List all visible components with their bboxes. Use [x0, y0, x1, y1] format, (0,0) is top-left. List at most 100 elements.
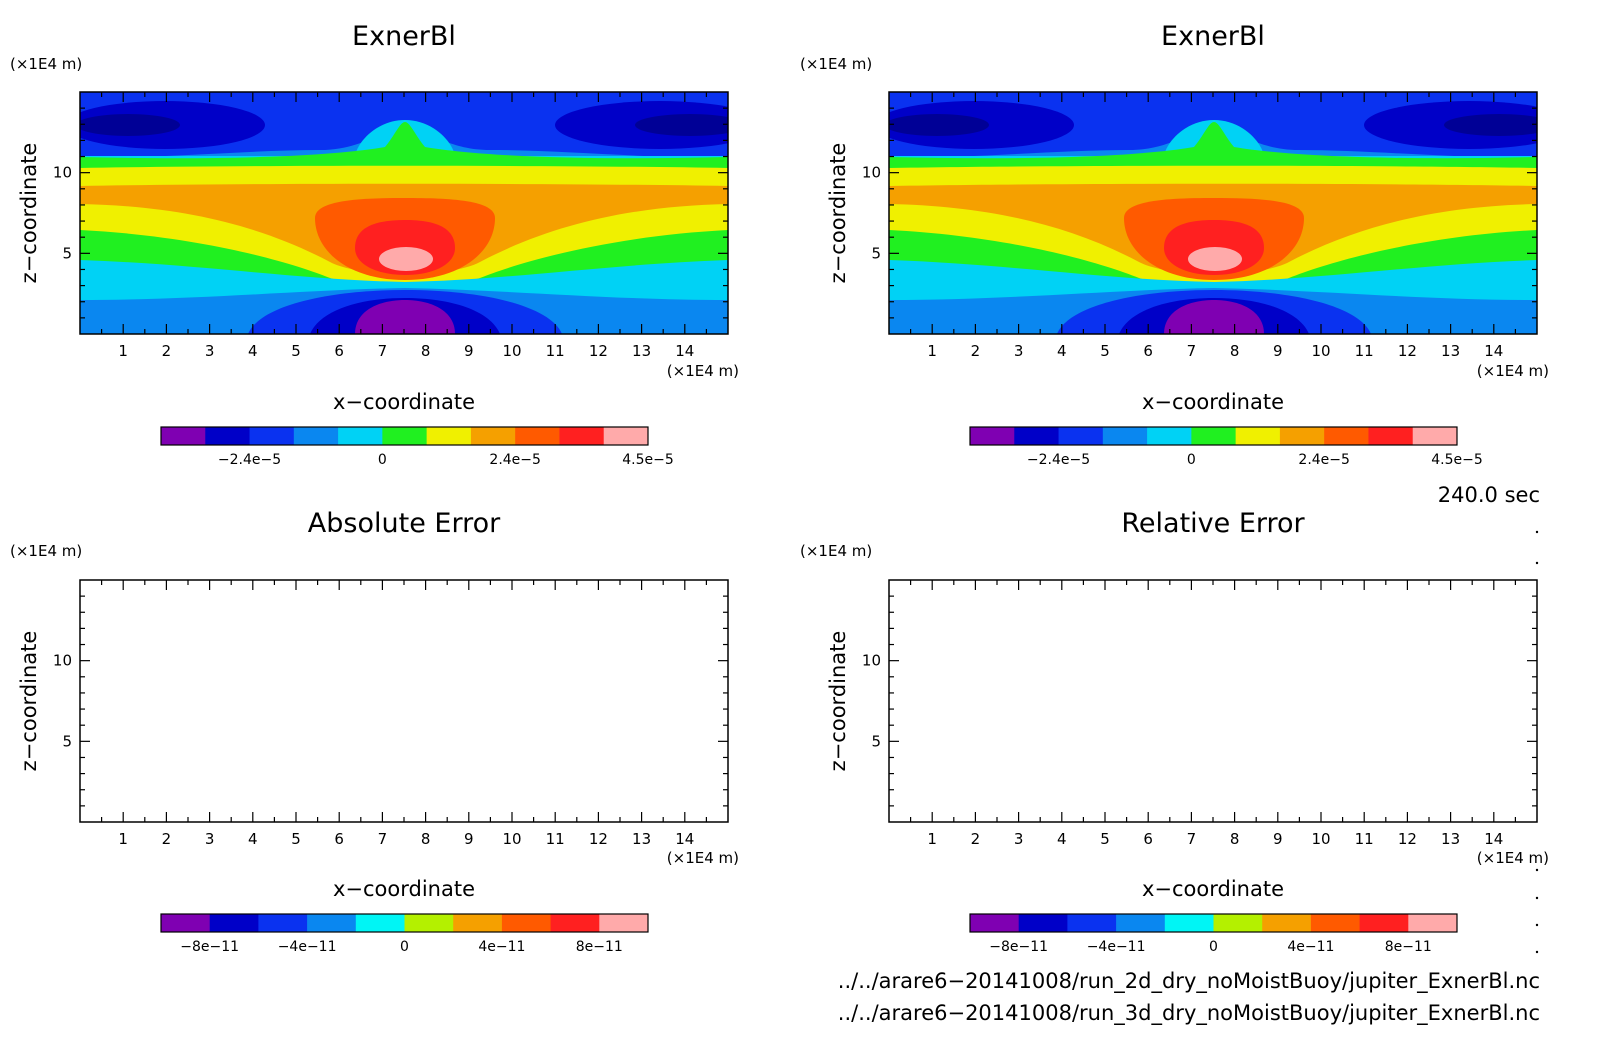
- x-unit-label: (×1E4 m): [667, 362, 739, 380]
- y-axis-label: z−coordinate: [17, 631, 41, 772]
- colorbar-label: 2.4e−5: [489, 452, 541, 468]
- colorbar-swatch: [599, 914, 649, 932]
- panel-title: Relative Error: [1121, 508, 1305, 539]
- colorbar-label: 8e−11: [1385, 939, 1432, 955]
- colorbar-swatch: [1014, 427, 1060, 445]
- x-tick-label: 5: [291, 342, 301, 360]
- colorbar: −8e−11 −4e−11 0 4e−11 8e−11: [160, 913, 649, 955]
- y-tick-label: 10: [53, 164, 72, 182]
- x-tick-label: 1: [927, 342, 937, 360]
- colorbar-label: −8e−11: [989, 939, 1048, 955]
- x-tick-label: 5: [1100, 830, 1110, 848]
- contour-band: [635, 114, 728, 136]
- y-axis-label: z−coordinate: [17, 143, 41, 284]
- colorbar-label: −4e−11: [1087, 939, 1146, 955]
- x-tick-label: 2: [971, 830, 981, 848]
- colorbar-swatch: [1262, 914, 1312, 932]
- x-tick-label: 14: [1484, 342, 1503, 360]
- colorbar-label: 2.4e−5: [1298, 452, 1350, 468]
- x-tick-label: 12: [1398, 342, 1417, 360]
- x-tick-label: 11: [546, 342, 565, 360]
- time-label: 240.0 sec: [1438, 483, 1540, 507]
- colorbar-swatch: [161, 914, 211, 932]
- contour-band: [379, 247, 433, 271]
- x-tick-label: 7: [1187, 342, 1197, 360]
- colorbar-frame: [160, 913, 649, 933]
- colorbar-swatch: [1102, 427, 1148, 445]
- contour-band: [355, 300, 455, 334]
- y-unit-label: (×1E4 m): [10, 542, 82, 560]
- panel-title: Absolute Error: [308, 508, 501, 539]
- colorbar-swatch: [258, 914, 308, 932]
- colorbar-swatch: [1058, 427, 1104, 445]
- dot: [1535, 950, 1539, 954]
- colorbar-label: 0: [1187, 452, 1196, 468]
- x-tick-label: 9: [464, 830, 474, 848]
- colorbar-swatch: [1116, 914, 1166, 932]
- x-tick-label: 8: [421, 342, 431, 360]
- colorbar-swatch: [1324, 427, 1369, 445]
- panel-title: ExnerBl: [1161, 21, 1265, 52]
- contour-field: [889, 92, 1537, 334]
- x-tick-label: 7: [378, 342, 388, 360]
- panel-title: ExnerBl: [352, 21, 456, 52]
- colorbar-frame: [969, 426, 1458, 446]
- colorbar-swatch: [293, 427, 339, 445]
- x-tick-label: 8: [421, 830, 431, 848]
- x-tick-label: 8: [1230, 830, 1240, 848]
- x-axis-label: x−coordinate: [1142, 877, 1284, 901]
- x-tick-label: 6: [334, 830, 344, 848]
- x-tick-label: 13: [1441, 830, 1460, 848]
- dot: [1535, 530, 1539, 534]
- x-tick-label: 11: [1355, 342, 1374, 360]
- colorbar-swatch: [426, 427, 472, 445]
- x-tick-label: 4: [1057, 342, 1067, 360]
- colorbar-label: 8e−11: [576, 939, 623, 955]
- colorbar-swatch: [1368, 427, 1414, 445]
- x-tick-label: 11: [1355, 830, 1374, 848]
- plot-frame: [888, 579, 1538, 823]
- colorbar-label: 0: [1209, 939, 1218, 955]
- colorbar-swatch: [338, 427, 383, 445]
- colorbar-swatch: [970, 427, 1015, 445]
- x-tick-label: 5: [291, 830, 301, 848]
- x-unit-label: (×1E4 m): [1477, 849, 1549, 867]
- colorbar-swatch: [1147, 427, 1192, 445]
- colorbar-label: 4e−11: [478, 939, 525, 955]
- y-tick-label: 10: [862, 164, 881, 182]
- y-axis-label: z−coordinate: [826, 631, 850, 772]
- colorbar-swatch: [1359, 914, 1409, 932]
- y-tick-label: 10: [862, 652, 881, 670]
- x-tick-label: 6: [1143, 830, 1153, 848]
- file-path-3d: ../../arare6−20141008/run_3d_dry_noMoist…: [838, 1001, 1540, 1026]
- colorbar-swatch: [501, 914, 552, 932]
- x-tick-label: 10: [1311, 342, 1330, 360]
- margin-dots: [1535, 530, 1539, 954]
- contour-band: [80, 114, 180, 136]
- colorbar-swatch: [1235, 427, 1281, 445]
- x-tick-label: 9: [464, 342, 474, 360]
- x-tick-label: 13: [1441, 342, 1460, 360]
- x-tick-label: 7: [378, 830, 388, 848]
- y-unit-label: (×1E4 m): [800, 542, 872, 560]
- colorbar-swatch: [1310, 914, 1361, 932]
- x-tick-label: 7: [1187, 830, 1197, 848]
- colorbar-swatch: [161, 427, 206, 445]
- x-tick-label: 12: [1398, 830, 1417, 848]
- x-unit-label: (×1E4 m): [667, 849, 739, 867]
- x-tick-label: 13: [632, 830, 651, 848]
- colorbar-swatch: [515, 427, 560, 445]
- colorbar-label: 0: [400, 939, 409, 955]
- x-tick-label: 14: [675, 830, 694, 848]
- x-axis-label: x−coordinate: [333, 877, 475, 901]
- colorbar-swatch: [453, 914, 503, 932]
- x-tick-label: 11: [546, 830, 565, 848]
- x-tick-label: 1: [118, 830, 128, 848]
- x-tick-label: 13: [632, 342, 651, 360]
- colorbar-frame: [969, 913, 1458, 933]
- colorbar-label: −8e−11: [180, 939, 239, 955]
- colorbar-swatch: [355, 914, 405, 932]
